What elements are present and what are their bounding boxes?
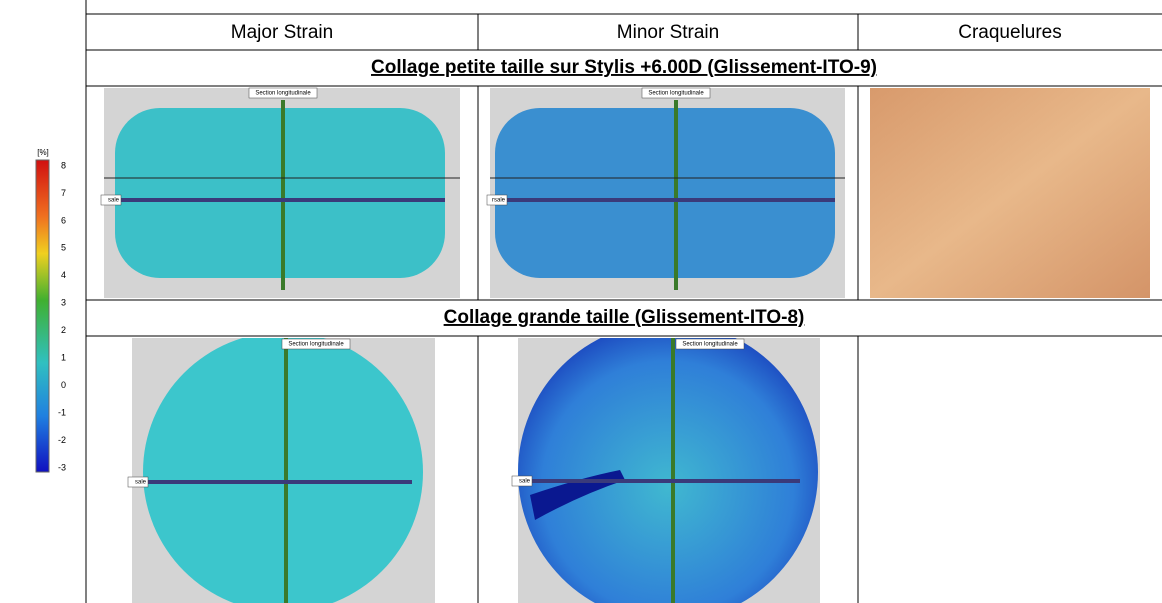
strain-map	[490, 88, 845, 298]
column-header: Minor Strain	[617, 22, 719, 43]
colorbar-tick: 7	[61, 188, 66, 198]
colorbar-tick: -1	[58, 407, 66, 417]
colorbar-tick: -2	[58, 435, 66, 445]
colorbar-tick: 5	[61, 243, 66, 253]
colorbar-tick: 4	[61, 270, 66, 280]
colorbar	[35, 159, 50, 473]
colorbar-tick: 3	[61, 298, 66, 308]
colorbar-tick: -3	[58, 462, 66, 472]
label-box	[486, 194, 508, 206]
column-header: Craquelures	[958, 22, 1062, 43]
strain-map	[132, 338, 435, 603]
table-lines	[85, 0, 1162, 603]
side-label: sale	[135, 480, 147, 486]
label-box	[127, 476, 149, 488]
section-title: Collage grande taille (Glissement-ITO-8)	[444, 307, 805, 328]
column-header: Major Strain	[231, 22, 333, 43]
section-label: Section longitudinale	[288, 342, 344, 348]
colorbar-tick: 2	[61, 325, 66, 335]
side-label: sale	[108, 198, 120, 204]
colorbar-tick: 6	[61, 215, 66, 225]
section-title: Collage petite taille sur Stylis +6.00D …	[371, 57, 877, 78]
section-lines	[104, 100, 845, 603]
colorbar-tick: 8	[61, 160, 66, 170]
label-box	[511, 475, 533, 487]
label-box	[281, 338, 351, 350]
section-label: Section longitudinale	[648, 91, 704, 97]
side-label: rsale	[492, 198, 506, 204]
colorbar-tick: 1	[61, 353, 66, 363]
label-box	[675, 338, 745, 350]
section-label: Section longitudinale	[255, 91, 311, 97]
label-box	[641, 87, 711, 99]
micrograph	[870, 88, 1150, 298]
strain-map	[518, 338, 820, 603]
label-box	[100, 194, 122, 206]
colorbar-unit: [%]	[37, 148, 49, 157]
section-label: Section longitudinale	[682, 342, 738, 348]
label-box	[248, 87, 318, 99]
colorbar-tick: 0	[61, 380, 66, 390]
side-label: sale	[519, 479, 531, 485]
